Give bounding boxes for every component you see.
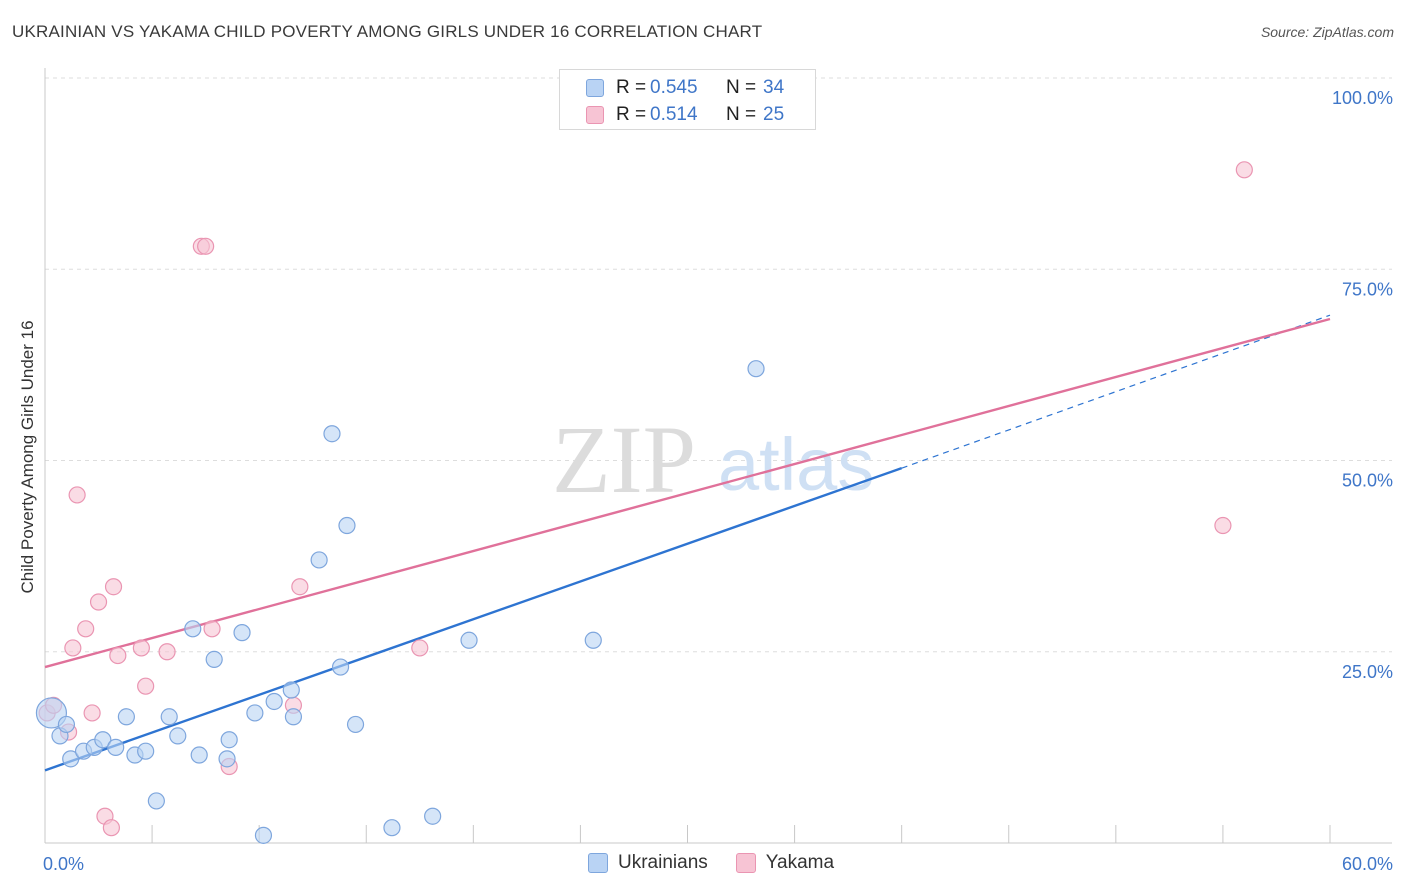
x-tick-label: 0.0% — [43, 854, 84, 874]
ukrainians-point — [282, 681, 300, 699]
ukrainians-point — [383, 819, 401, 837]
legend-row-ukrainians: R = 0.545 N = 34 — [586, 76, 784, 100]
yakama-legend-swatch — [735, 853, 756, 873]
yakama-point — [104, 578, 123, 596]
legend-label-ukrainians: Ukrainians — [618, 852, 708, 873]
yakama-point — [109, 646, 127, 665]
yakama-point — [137, 677, 155, 695]
label-layer: 25.0% 50.0% 75.0% 100.0% 0.0% 60.0% Child Pove… — [18, 88, 1393, 874]
grid-layer — [45, 77, 1392, 653]
yakama-point — [132, 639, 150, 657]
ukrainians-point — [460, 631, 478, 649]
yakama-point — [102, 819, 120, 837]
legend-item-yakama[interactable]: Yakama — [735, 852, 835, 874]
series-legend: Ukrainians Yakama — [588, 852, 862, 874]
y-tick-label: 25.0% — [1342, 662, 1393, 682]
ukrainians-point — [169, 727, 187, 745]
ukrainians-point — [107, 738, 125, 756]
chart-title: UKRAINIAN VS YAKAMA CHILD POVERTY AMONG … — [12, 22, 763, 41]
ukrainians-point — [310, 551, 328, 569]
y-tick-label: 75.0% — [1342, 279, 1393, 299]
y-axis-label: Child Poverty Among Girls Under 16 — [18, 320, 37, 593]
ukrainians-swatch — [586, 79, 604, 97]
yakama-point — [68, 486, 86, 504]
ukrainians-point — [331, 658, 350, 676]
legend-row-yakama: R = 0.514 N = 25 — [586, 103, 784, 127]
legend-item-ukrainians[interactable]: Ukrainians — [588, 852, 708, 874]
points-layer — [35, 161, 1253, 844]
ukrainians-point — [323, 425, 341, 443]
ukrainians-trend-line — [44, 467, 903, 772]
ukrainians-point — [265, 692, 283, 711]
ukrainians-point — [338, 516, 356, 535]
ukrainians-legend-swatch — [588, 853, 608, 873]
x-tick-label: 60.0% — [1342, 854, 1393, 874]
trend-layer — [44, 314, 1331, 772]
yakama-point — [89, 593, 108, 611]
ukrainians-point — [205, 650, 223, 669]
ukrainians-point — [424, 807, 442, 825]
yakama-point — [291, 578, 309, 596]
yakama-point — [197, 237, 215, 255]
ukrainians-point — [94, 731, 112, 749]
ukrainians-point — [254, 826, 273, 844]
r-value: 0.514 — [650, 104, 698, 125]
ukrainians-point — [117, 708, 135, 726]
yakama-trend-line — [44, 317, 1331, 669]
ukrainians-point — [747, 360, 765, 378]
y-tick-label: 50.0% — [1342, 471, 1393, 491]
yakama-point — [158, 643, 176, 661]
ukrainians-point — [233, 624, 251, 642]
ukrainians-point — [218, 750, 236, 768]
yakama-point — [83, 704, 101, 722]
ukrainians-trend-extension — [901, 314, 1331, 469]
correlation-legend: R = 0.545 N = 34 R = 0.514 N = 25 — [559, 69, 816, 130]
legend-label-yakama: Yakama — [765, 852, 835, 873]
watermark-zip: ZIP — [552, 406, 696, 513]
ukrainians-point — [584, 631, 602, 649]
ukrainians-point — [246, 704, 264, 722]
yakama-point — [1235, 161, 1253, 179]
ukrainians-point — [57, 715, 76, 734]
ukrainians-point — [190, 746, 208, 764]
ukrainians-point — [220, 731, 238, 749]
yakama-point — [64, 639, 82, 657]
y-tick-label: 100.0% — [1332, 88, 1393, 108]
ukrainians-point — [137, 742, 155, 760]
ukrainians-point — [147, 792, 165, 810]
ukrainians-point — [160, 708, 178, 726]
ukrainians-point — [284, 708, 303, 726]
ukrainians-point — [62, 750, 80, 768]
yakama-point — [1214, 516, 1232, 535]
n-label: N = — [726, 104, 757, 125]
r-value: 0.545 — [650, 77, 698, 98]
r-label: R = — [616, 77, 647, 98]
watermark: ZIP atlas — [552, 406, 874, 513]
r-label: R = — [616, 104, 647, 125]
n-value: 34 — [763, 77, 785, 98]
yakama-point — [411, 639, 429, 657]
ukrainians-point — [184, 620, 202, 638]
yakama-swatch — [586, 106, 604, 124]
yakama-point — [203, 620, 221, 638]
yakama-point — [77, 620, 95, 638]
n-value: 25 — [763, 104, 785, 125]
ukrainians-point — [346, 715, 365, 734]
source-label: Source: ZipAtlas.com — [1260, 24, 1394, 40]
n-label: N = — [726, 77, 757, 98]
